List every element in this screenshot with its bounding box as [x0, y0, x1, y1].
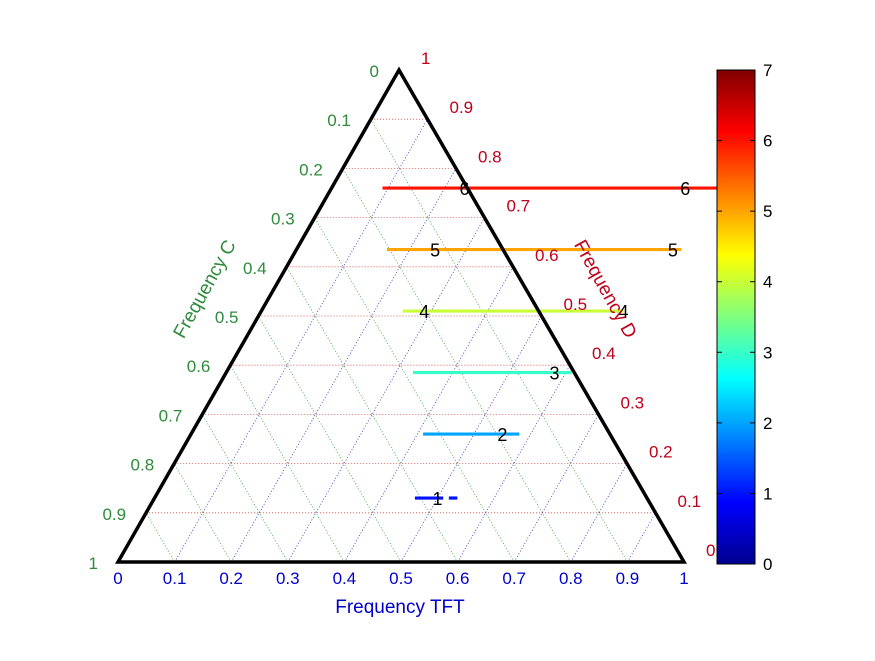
- contour-label: 1: [433, 489, 443, 509]
- bottom-tick-label: 0.8: [559, 569, 583, 588]
- bottom-tick-label: 0.4: [333, 569, 357, 588]
- grid-line-d: [201, 414, 289, 563]
- grid-line-tft: [627, 512, 656, 563]
- right-tick-label: 0.5: [564, 295, 588, 314]
- right-tick-label: 0.3: [621, 393, 645, 412]
- contour-label: 5: [430, 241, 440, 261]
- colorbar-tick-label: 2: [763, 414, 772, 433]
- bottom-tick-label: 0.2: [219, 569, 243, 588]
- right-tick-label: 0.7: [507, 197, 531, 216]
- right-axis-title: Frequency D: [569, 237, 640, 342]
- grid-line-d: [314, 217, 515, 563]
- ternary-grid: [145, 118, 656, 563]
- right-tick-label: 0.9: [450, 98, 474, 117]
- left-tick-label: 0.6: [187, 357, 211, 376]
- grid-line-d: [230, 364, 345, 563]
- grid-line-d: [145, 512, 175, 563]
- grid-line-tft: [287, 217, 485, 563]
- grid-line-d: [342, 168, 572, 563]
- left-tick-label: 0: [370, 62, 379, 81]
- bottom-tick-label: 0.3: [276, 569, 300, 588]
- left-tick-label: 0.8: [131, 456, 155, 475]
- colorbar-tick-label: 6: [763, 132, 772, 151]
- colorbar: 0 1 2 3 4 5 6 7: [716, 61, 772, 574]
- contour-label: 6: [460, 179, 470, 199]
- left-tick-label: 0.7: [159, 406, 183, 425]
- left-tick-label: 0.2: [299, 160, 323, 179]
- left-tick-label: 1: [89, 554, 98, 573]
- contour-label: 4: [419, 302, 429, 322]
- left-tick-label: 0.5: [215, 308, 239, 327]
- grid-line-d: [258, 315, 402, 563]
- grid-line-tft: [570, 463, 628, 563]
- bottom-tick-label: 0.1: [163, 569, 187, 588]
- triangle-outline: [114, 66, 688, 564]
- right-tick-label: 0.2: [649, 443, 673, 462]
- left-tick-label: 0.9: [102, 505, 126, 524]
- bottom-tick-label: 1: [679, 569, 688, 588]
- contour-label: 4: [619, 302, 629, 322]
- grid-line-tft: [513, 414, 599, 563]
- colorbar-tick-label: 0: [763, 555, 772, 574]
- contour-label: 6: [680, 179, 690, 199]
- colorbar-tick-label: 1: [763, 484, 772, 503]
- grid-line-d: [173, 463, 232, 563]
- bottom-tick-label: 0.7: [502, 569, 526, 588]
- contour-lines: 1 2 3 4 4 5 5 6 6: [382, 179, 745, 509]
- right-tick-label: 0.1: [678, 492, 702, 511]
- right-tick-label: 0.6: [535, 246, 559, 265]
- bottom-tick-label: 0.9: [616, 569, 640, 588]
- colorbar-tick-label: 7: [763, 61, 772, 80]
- right-tick-label: 1: [421, 49, 430, 68]
- contour-label: 3: [549, 364, 559, 384]
- grid-line-d: [370, 118, 628, 563]
- contour-label: 5: [668, 241, 678, 261]
- bottom-axis-title: Frequency TFT: [335, 597, 465, 618]
- bottom-tick-label: 0.6: [446, 569, 470, 588]
- left-tick-label: 0.3: [271, 210, 295, 229]
- colorbar-tick-label: 3: [763, 343, 772, 362]
- colorbar-tick-label: 4: [763, 273, 772, 292]
- right-tick-label: 0: [706, 541, 715, 560]
- bottom-tick-label: 0.5: [389, 569, 413, 588]
- left-tick-label: 0.4: [243, 259, 267, 278]
- contour-label: 2: [497, 425, 507, 445]
- grid-line-tft: [400, 315, 542, 563]
- grid-line-tft: [230, 168, 457, 563]
- colorbar-gradient: [716, 69, 756, 565]
- right-tick-label: 0.8: [478, 147, 502, 166]
- left-tick-label: 0.1: [327, 111, 351, 130]
- bottom-tick-label: 0: [113, 569, 122, 588]
- triangle-frame: [114, 66, 688, 564]
- grid-line-tft: [174, 119, 428, 563]
- right-tick-label: 0.4: [592, 344, 616, 363]
- axis-tick-labels: 0 0.1 0.2 0.3 0.4 0.5 0.6 0.7 0.8 0.9 100.10.20.30…: [89, 49, 716, 588]
- colorbar-tick-label: 5: [763, 202, 772, 221]
